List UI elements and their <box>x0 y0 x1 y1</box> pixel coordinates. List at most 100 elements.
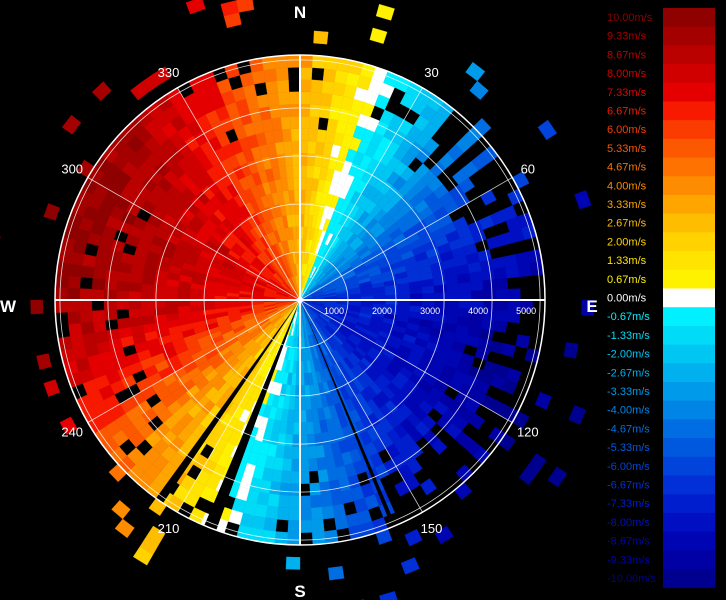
velocity-cell <box>534 392 552 410</box>
velocity-cell <box>299 103 311 117</box>
velocity-cell <box>265 80 279 95</box>
velocity-cell <box>91 288 105 301</box>
velocity-cell <box>288 495 301 509</box>
velocity-cell <box>458 281 472 292</box>
velocity-cell <box>446 291 460 301</box>
colorbar-swatch <box>663 138 715 158</box>
velocity-cell <box>312 55 326 69</box>
colorbar-label: 0.00m/s <box>607 293 647 305</box>
velocity-cell <box>457 273 471 284</box>
colorbar-swatch <box>663 82 715 102</box>
azimuth-spoke <box>299 177 513 301</box>
velocity-cell <box>537 119 558 141</box>
velocity-cell <box>69 334 85 349</box>
colorbar-swatch <box>663 45 715 65</box>
velocity-cell <box>299 165 308 178</box>
velocity-cell <box>140 291 154 301</box>
colorbar-swatch <box>663 400 715 420</box>
azimuth-tick-label: 210 <box>158 521 180 536</box>
velocity-cell <box>279 104 291 118</box>
velocity-cell <box>278 91 290 106</box>
colorbar-swatch <box>663 569 715 589</box>
range-tick-label: 2000 <box>372 306 392 316</box>
colorbar-swatch <box>663 325 715 345</box>
velocity-cell <box>515 334 531 349</box>
velocity-cell <box>483 289 497 301</box>
velocity-cell <box>446 307 460 317</box>
velocity-cell <box>299 91 312 105</box>
velocity-cell <box>430 438 448 456</box>
velocity-cell <box>271 117 283 131</box>
colorbar-swatch <box>663 101 715 121</box>
velocity-cell <box>292 165 301 178</box>
velocity-cell <box>308 458 319 472</box>
velocity-cell <box>469 80 489 100</box>
colorbar-label: -9.33m/s <box>607 554 650 566</box>
velocity-cell <box>114 518 135 539</box>
velocity-cell <box>507 188 525 206</box>
colorbar-swatch <box>663 232 715 252</box>
velocity-cell <box>79 288 93 301</box>
velocity-cell <box>299 471 310 484</box>
colorbar-label: 1.33m/s <box>607 255 647 267</box>
velocity-cell <box>421 285 435 294</box>
colorbar-label: 5.33m/s <box>607 143 647 155</box>
azimuth-tick-label: 120 <box>517 425 539 440</box>
colorbar-swatch <box>663 251 715 271</box>
colorbar-label: 3.33m/s <box>607 199 647 211</box>
velocity-cell <box>311 519 325 533</box>
velocity-cell <box>305 409 313 423</box>
velocity-cell <box>299 128 310 142</box>
azimuth-tick-label: 150 <box>421 521 443 536</box>
velocity-cell <box>470 280 484 292</box>
velocity-cell <box>273 129 284 143</box>
velocity-cell <box>434 292 448 301</box>
velocity-cell <box>306 433 316 447</box>
velocity-cell <box>503 254 518 268</box>
azimuth-spoke <box>177 299 301 513</box>
velocity-cell <box>104 309 118 321</box>
colorbar-swatch <box>663 438 715 458</box>
velocity-cell <box>568 405 587 425</box>
velocity-cell <box>308 128 319 142</box>
range-tick-label: 3000 <box>420 306 440 316</box>
velocity-cell <box>289 483 301 497</box>
azimuth-spoke <box>299 87 423 301</box>
colorbar-swatch <box>663 419 715 439</box>
velocity-cell <box>103 299 117 311</box>
velocity-cell <box>82 332 97 346</box>
colorbar-label: 8.67m/s <box>607 49 647 61</box>
velocity-cell <box>280 470 292 484</box>
velocity-cell <box>67 299 80 313</box>
velocity-cell <box>279 482 291 496</box>
velocity-cell <box>328 566 345 581</box>
velocity-cell <box>517 263 532 278</box>
axis-labels: N E S W 30 60 120 150 210 240 300 330 1000 2000 3000 40… <box>0 3 598 600</box>
velocity-cell <box>422 292 435 301</box>
velocity-cell <box>468 413 486 430</box>
velocity-cell <box>152 299 166 308</box>
velocity-cell <box>307 446 317 460</box>
colorbar-label: 4.67m/s <box>607 162 647 174</box>
velocity-cell <box>267 92 280 107</box>
azimuth-tick-label: 300 <box>61 162 83 177</box>
velocity-cell <box>317 469 329 483</box>
radar-ppi-plot: N E S W 30 60 120 150 210 240 300 330 1000 2000 3000 40… <box>0 0 598 600</box>
velocity-cell <box>453 481 473 501</box>
velocity-cell <box>494 310 509 322</box>
velocity-cell <box>446 283 460 293</box>
colorbar-label: 2.00m/s <box>607 236 647 248</box>
velocity-cell <box>379 591 398 600</box>
velocity-cell <box>263 517 278 532</box>
colorbar-label: 6.67m/s <box>607 106 647 118</box>
velocity-cell <box>287 532 301 546</box>
colorbar-swatch <box>663 157 715 177</box>
velocity-cell <box>465 61 486 82</box>
velocity-cell <box>30 299 44 315</box>
velocity-cell <box>132 546 154 566</box>
velocity-cell <box>281 458 292 472</box>
range-tick-label: 5000 <box>516 306 536 316</box>
velocity-cell <box>67 275 81 289</box>
colorbar-label: 0.67m/s <box>607 274 647 286</box>
velocity-cell <box>299 507 312 521</box>
